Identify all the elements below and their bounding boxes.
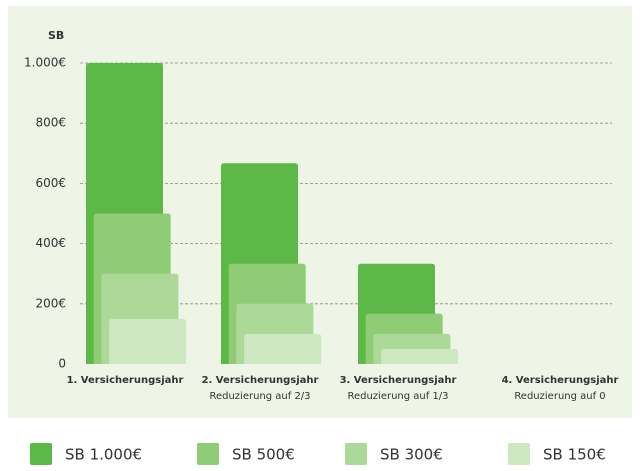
bar bbox=[244, 333, 322, 364]
y-tick-label: 600€ bbox=[35, 176, 66, 190]
x-tick-label: 3. Versicherungsjahr bbox=[340, 375, 457, 386]
bar bbox=[109, 318, 187, 364]
y-tick-label: 400€ bbox=[35, 236, 66, 250]
legend-label: SB 150€ bbox=[543, 446, 606, 464]
legend-label: SB 300€ bbox=[380, 446, 443, 464]
y-tick-label: 1.000€ bbox=[24, 56, 66, 70]
legend-swatch bbox=[30, 443, 52, 465]
legend-label: SB 500€ bbox=[232, 446, 295, 464]
x-tick-note: Reduzierung auf 2/3 bbox=[209, 391, 310, 402]
bar bbox=[381, 348, 459, 364]
x-tick-label: 4. Versicherungsjahr bbox=[502, 375, 619, 386]
legend-swatch bbox=[345, 443, 367, 465]
x-tick-label: 1. Versicherungsjahr bbox=[67, 375, 184, 386]
legend-swatch bbox=[197, 443, 219, 465]
y-tick-label: 0 bbox=[58, 357, 66, 371]
y-tick-label: 800€ bbox=[35, 116, 66, 130]
legend-label: SB 1.000€ bbox=[65, 446, 142, 464]
y-axis-label: SB bbox=[48, 29, 64, 42]
x-tick-note: Reduzierung auf 1/3 bbox=[347, 391, 448, 402]
legend-swatch bbox=[508, 443, 530, 465]
x-tick-label: 2. Versicherungsjahr bbox=[202, 375, 319, 386]
y-tick-label: 200€ bbox=[35, 296, 66, 310]
x-tick-note: Reduzierung auf 0 bbox=[514, 391, 605, 402]
